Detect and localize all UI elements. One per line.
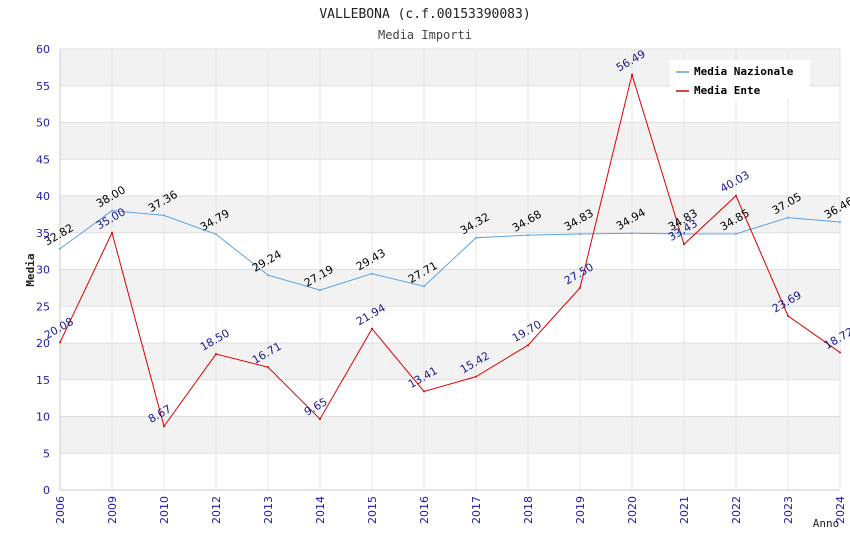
grid-band <box>60 416 840 454</box>
x-tick-label: 2016 <box>418 496 431 524</box>
data-point-media-ente <box>579 286 581 289</box>
y-tick-label: 40 <box>36 190 50 203</box>
y-tick-label: 5 <box>43 447 50 460</box>
chart-subtitle: Media Importi <box>378 28 472 42</box>
data-point-media-ente <box>111 231 113 234</box>
data-point-media-nazionale <box>163 214 165 217</box>
data-point-media-nazionale <box>527 234 529 237</box>
y-tick-label: 55 <box>36 80 50 93</box>
data-point-media-nazionale <box>319 289 321 292</box>
legend-box <box>670 60 810 98</box>
legend-label-media-nazionale: Media Nazionale <box>694 65 794 78</box>
grid-lines <box>59 48 841 491</box>
data-point-media-nazionale <box>839 221 841 224</box>
data-point-media-ente <box>215 353 217 356</box>
x-tick-label: 2022 <box>730 496 743 524</box>
grid-bands <box>60 49 840 454</box>
data-point-media-nazionale <box>267 274 269 277</box>
y-axis-label: Media <box>24 253 37 286</box>
y-tick-label: 45 <box>36 153 50 166</box>
data-point-media-ente <box>163 425 165 428</box>
data-point-media-nazionale <box>579 232 581 235</box>
data-label-media-ente: 40.03 <box>718 168 752 195</box>
data-label-media-ente: 19.70 <box>510 318 544 345</box>
data-point-media-ente <box>683 243 685 246</box>
x-tick-label: 2019 <box>574 496 587 524</box>
data-point-media-nazionale <box>475 236 477 239</box>
data-label-media-ente: 20.08 <box>42 315 76 342</box>
series-lines <box>59 72 841 428</box>
data-point-media-ente <box>735 194 737 197</box>
data-point-media-nazionale <box>735 232 737 235</box>
series-line-media-ente <box>59 72 841 428</box>
x-tick-label: 2023 <box>782 496 795 524</box>
data-point-media-nazionale <box>683 232 685 235</box>
data-point-media-ente <box>527 344 529 347</box>
data-point-media-nazionale <box>371 272 373 275</box>
x-tick-label: 2015 <box>366 496 379 524</box>
y-tick-label: 35 <box>36 227 50 240</box>
data-point-media-ente <box>59 341 61 344</box>
x-tick-label: 2017 <box>470 496 483 524</box>
series-line-media-nazionale <box>59 210 841 291</box>
y-tick-label: 50 <box>36 117 50 130</box>
grid-band <box>60 269 840 307</box>
data-point-media-nazionale <box>59 247 61 250</box>
data-point-media-nazionale <box>423 285 425 288</box>
y-axis-ticks: 0 5 10 15 20 25 30 35 40 45 50 55 60 <box>36 43 50 497</box>
x-tick-label: 2020 <box>626 496 639 524</box>
data-point-media-ente <box>631 73 633 76</box>
data-point-media-ente <box>371 327 373 330</box>
y-tick-label: 30 <box>36 264 50 277</box>
y-tick-label: 0 <box>43 484 50 497</box>
data-point-media-ente <box>475 375 477 378</box>
data-point-media-nazionale <box>215 233 217 236</box>
data-point-media-nazionale <box>631 232 633 235</box>
data-label-media-nazionale: 32.82 <box>42 221 76 248</box>
grid-band <box>60 196 840 233</box>
x-tick-label: 2012 <box>210 496 223 524</box>
legend-label-media-ente: Media Ente <box>694 84 761 97</box>
y-tick-label: 10 <box>36 411 50 424</box>
x-tick-label: 2013 <box>262 496 275 524</box>
y-tick-label: 20 <box>36 337 50 350</box>
x-axis-ticks: 2006 2009 2010 2012 2013 2014 2015 2016 2017 2018… <box>54 496 847 524</box>
y-tick-label: 25 <box>36 300 50 313</box>
chart-title: VALLEBONA (c.f.00153390083) <box>319 7 530 22</box>
data-point-media-ente <box>267 366 269 369</box>
data-point-media-nazionale <box>111 209 113 212</box>
data-point-media-ente <box>319 418 321 421</box>
grid-band <box>60 343 840 380</box>
y-tick-label: 60 <box>36 43 50 56</box>
x-axis-label: Anno <box>813 517 840 530</box>
x-tick-label: 2006 <box>54 496 67 524</box>
data-point-media-ente <box>839 351 841 354</box>
x-tick-label: 2009 <box>106 496 119 524</box>
x-tick-label: 2010 <box>158 496 171 524</box>
x-tick-label: 2021 <box>678 496 691 524</box>
y-tick-label: 15 <box>36 374 50 387</box>
data-point-media-ente <box>787 314 789 317</box>
x-tick-label: 2014 <box>314 496 327 524</box>
data-point-media-nazionale <box>787 216 789 219</box>
x-tick-label: 2018 <box>522 496 535 524</box>
legend: Media Nazionale Media Ente <box>670 60 810 98</box>
grid-band <box>60 122 840 160</box>
data-point-media-ente <box>423 390 425 393</box>
x-tick-label: 2024 <box>834 496 847 524</box>
